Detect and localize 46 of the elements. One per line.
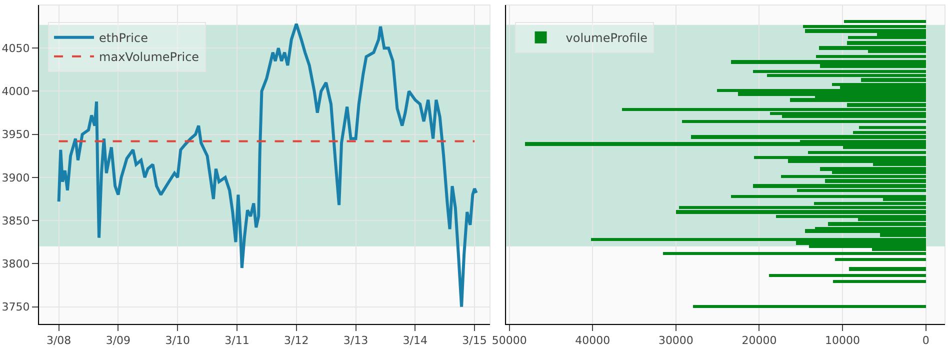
x-tick-label: 3/09	[106, 334, 131, 348]
bar	[805, 29, 926, 33]
y-tick-label: 3850	[2, 214, 30, 228]
legend-label: volumeProfile	[566, 31, 648, 46]
x-tick-label: 10000	[825, 334, 860, 348]
bar	[682, 120, 926, 123]
bar	[859, 126, 926, 129]
bar	[754, 156, 926, 159]
bar	[844, 20, 926, 23]
x-tick-label: 40000	[575, 334, 610, 348]
x-tick-label: 0	[922, 334, 930, 348]
bar	[691, 135, 926, 139]
bar	[833, 280, 926, 283]
bar	[717, 89, 926, 92]
y-tick-label: 4000	[2, 85, 30, 98]
bar	[769, 274, 926, 277]
x-tick-label: 3/08	[46, 334, 72, 348]
bar	[676, 210, 926, 214]
x-tick-label: 3/10	[165, 334, 190, 348]
bar	[731, 60, 926, 64]
y-tick-label: 3750	[2, 300, 30, 314]
bar	[848, 36, 926, 39]
y-tick-label: 3900	[2, 171, 30, 184]
bar	[835, 258, 926, 261]
y-tick-label: 4050	[2, 42, 30, 55]
bar	[753, 70, 926, 73]
x-tick-label: 3/13	[343, 334, 368, 348]
y-tick-label: 3950	[2, 128, 30, 142]
bar	[805, 229, 926, 233]
bar	[849, 267, 926, 271]
legend-label: ethPrice	[99, 31, 148, 46]
y-tick-label: 3800	[2, 258, 30, 270]
bar	[820, 167, 926, 171]
x-tick-label: 3/15	[462, 334, 487, 348]
x-tick-label: 30000	[658, 334, 694, 348]
x-tick-label: 20000	[742, 334, 777, 348]
x-tick-label: 3/14	[402, 334, 428, 348]
bar	[816, 55, 926, 58]
bar	[693, 305, 926, 308]
x-tick-label: 3/12	[284, 334, 309, 348]
bar	[525, 142, 926, 146]
x-tick-label: 3/11	[224, 334, 250, 348]
legend-label: maxVolumePrice	[99, 50, 200, 64]
bar	[808, 151, 926, 154]
bar	[731, 195, 926, 198]
x-tick-label: 50000	[492, 334, 527, 348]
